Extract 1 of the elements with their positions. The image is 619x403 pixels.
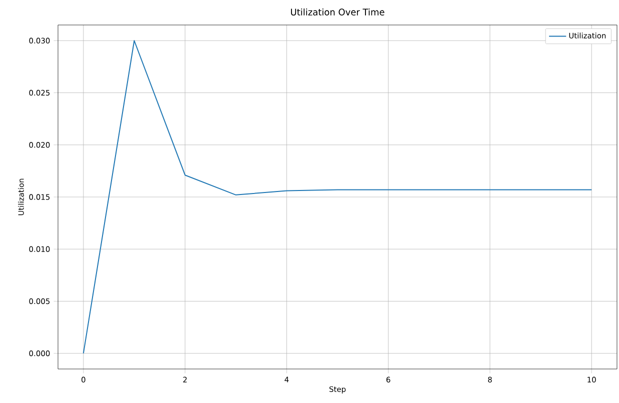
- chart-title: Utilization Over Time: [291, 8, 384, 16]
